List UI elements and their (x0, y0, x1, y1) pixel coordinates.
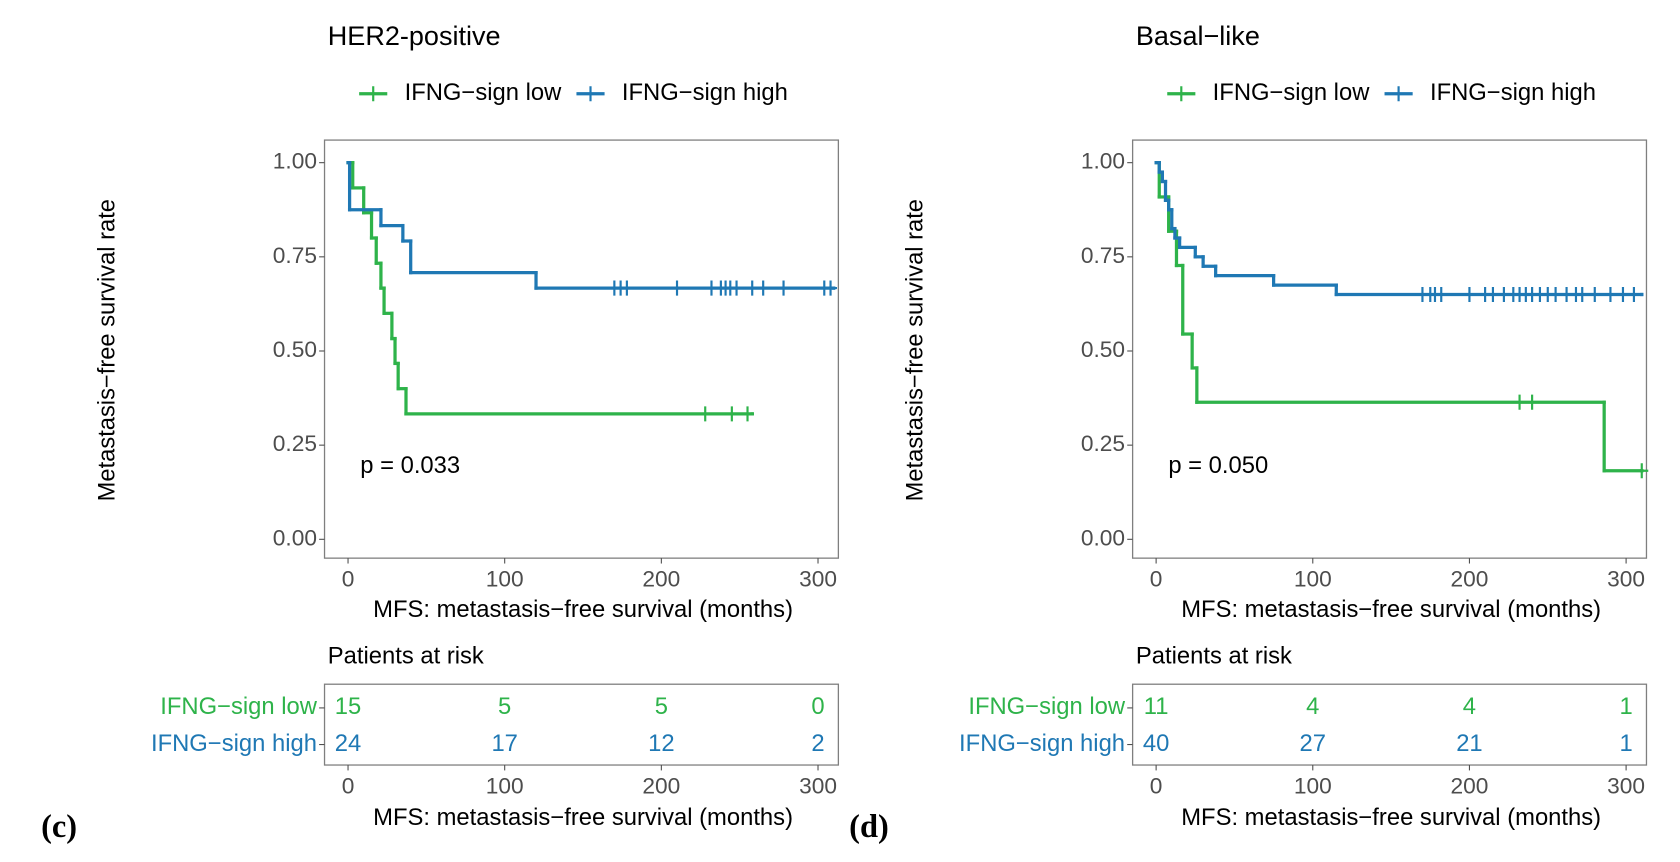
panel: (c) HER2-positive IFNG−sign low IFNG−sign h… (41, 21, 840, 845)
risk-x-tick-label: 200 (1450, 773, 1488, 799)
censor-mark (1627, 286, 1641, 303)
panel: (d) Basal−like IFNG−sign low IFNG−sign high… (849, 21, 1649, 845)
censor-mark (1549, 286, 1563, 303)
censor-mark (1513, 394, 1527, 410)
legend-label: IFNG−sign low (405, 79, 563, 106)
legend-label: IFNG−sign high (622, 79, 788, 106)
legend-symbol (1174, 86, 1188, 102)
y-axis-label: Metastasis−free survival rate (93, 199, 120, 501)
censor-mark (1616, 286, 1630, 303)
y-tick-label: 1.00 (273, 148, 317, 174)
risk-count: 15 (335, 693, 361, 720)
risk-x-label: MFS: metastasis−free survival (months) (1181, 804, 1601, 831)
risk-row-label: IFNG−sign low (968, 693, 1126, 720)
risk-x-tick-label: 0 (342, 773, 355, 799)
risk-count: 2 (811, 730, 824, 757)
risk-count: 5 (655, 693, 668, 720)
x-axis-label: MFS: metastasis−free survival (months) (1181, 596, 1601, 623)
censor-mark (1635, 463, 1649, 479)
risk-title: Patients at risk (1136, 643, 1292, 670)
y-tick-label: 0.75 (273, 242, 317, 268)
censor-mark (725, 406, 739, 422)
y-tick-label: 1.00 (1081, 148, 1125, 174)
risk-count: 12 (648, 730, 674, 757)
legend-label: IFNG−sign high (1430, 79, 1596, 106)
x-tick-label: 100 (1294, 566, 1332, 592)
legend-symbol (584, 86, 597, 102)
censor-mark (824, 280, 838, 296)
legend-symbol (1392, 86, 1406, 102)
y-tick-label: 0.50 (273, 336, 317, 362)
risk-x-tick-label: 100 (1294, 773, 1332, 799)
x-tick-label: 200 (642, 566, 680, 592)
risk-count: 1 (1619, 730, 1632, 757)
censor-mark (1588, 286, 1602, 303)
y-axis-label: Metastasis−free survival rate (902, 199, 929, 501)
risk-title: Patients at risk (328, 643, 484, 670)
risk-count: 21 (1456, 730, 1482, 757)
p-value: p = 0.050 (1168, 452, 1268, 479)
risk-count: 17 (491, 730, 517, 757)
censor-mark (777, 280, 791, 296)
risk-count: 0 (811, 693, 824, 720)
censor-mark (1603, 286, 1617, 303)
risk-x-tick-label: 200 (642, 773, 680, 799)
y-tick-label: 0.00 (1081, 524, 1125, 550)
risk-count: 1 (1619, 693, 1632, 720)
risk-row-label: IFNG−sign high (151, 730, 317, 757)
y-tick-label: 0.00 (273, 524, 317, 550)
x-tick-label: 0 (1150, 566, 1163, 592)
risk-row-label: IFNG−sign low (160, 693, 318, 720)
censor-mark (741, 406, 755, 422)
censor-mark (745, 280, 759, 296)
censor-mark (730, 280, 744, 296)
censor-mark (1486, 286, 1500, 303)
risk-count: 27 (1300, 730, 1326, 757)
x-tick-label: 0 (342, 566, 355, 592)
censor-mark (698, 406, 712, 422)
censor-mark (1462, 286, 1476, 303)
chart-title: Basal−like (1136, 21, 1260, 51)
risk-frame (323, 683, 840, 766)
x-tick-label: 300 (1607, 566, 1645, 592)
risk-x-tick-label: 100 (486, 773, 524, 799)
risk-count: 5 (498, 693, 511, 720)
risk-x-tick-label: 300 (799, 773, 837, 799)
y-tick-label: 0.25 (273, 430, 317, 456)
risk-count: 40 (1143, 730, 1169, 757)
censor-mark (756, 280, 770, 296)
x-tick-label: 200 (1450, 566, 1488, 592)
risk-count: 24 (335, 730, 361, 757)
x-tick-label: 300 (799, 566, 837, 592)
x-tick-label: 100 (486, 566, 524, 592)
risk-x-tick-label: 0 (1150, 773, 1163, 799)
censor-mark (620, 280, 634, 296)
censor-mark (1525, 394, 1539, 410)
risk-x-tick-label: 300 (1607, 773, 1645, 799)
risk-row-label: IFNG−sign high (959, 730, 1125, 757)
risk-frame (1131, 683, 1648, 766)
panel-label: (c) (41, 809, 77, 845)
y-tick-label: 0.50 (1081, 336, 1125, 362)
censor-mark (1434, 286, 1448, 303)
y-tick-label: 0.25 (1081, 430, 1125, 456)
x-axis-label: MFS: metastasis−free survival (months) (373, 596, 793, 623)
p-value: p = 0.033 (360, 452, 460, 479)
risk-count: 11 (1144, 693, 1169, 720)
plot-frame (323, 139, 840, 559)
censor-mark (1575, 286, 1589, 303)
risk-x-label: MFS: metastasis−free survival (months) (373, 804, 793, 831)
plot-frame (1131, 139, 1648, 559)
y-tick-label: 0.75 (1081, 242, 1125, 268)
panel-label: (d) (849, 809, 889, 845)
chart-title: HER2-positive (328, 21, 501, 51)
censor-mark (670, 280, 684, 296)
legend-label: IFNG−sign low (1213, 79, 1371, 106)
risk-count: 4 (1306, 693, 1319, 720)
risk-count: 4 (1463, 693, 1476, 720)
legend-symbol (366, 86, 380, 102)
